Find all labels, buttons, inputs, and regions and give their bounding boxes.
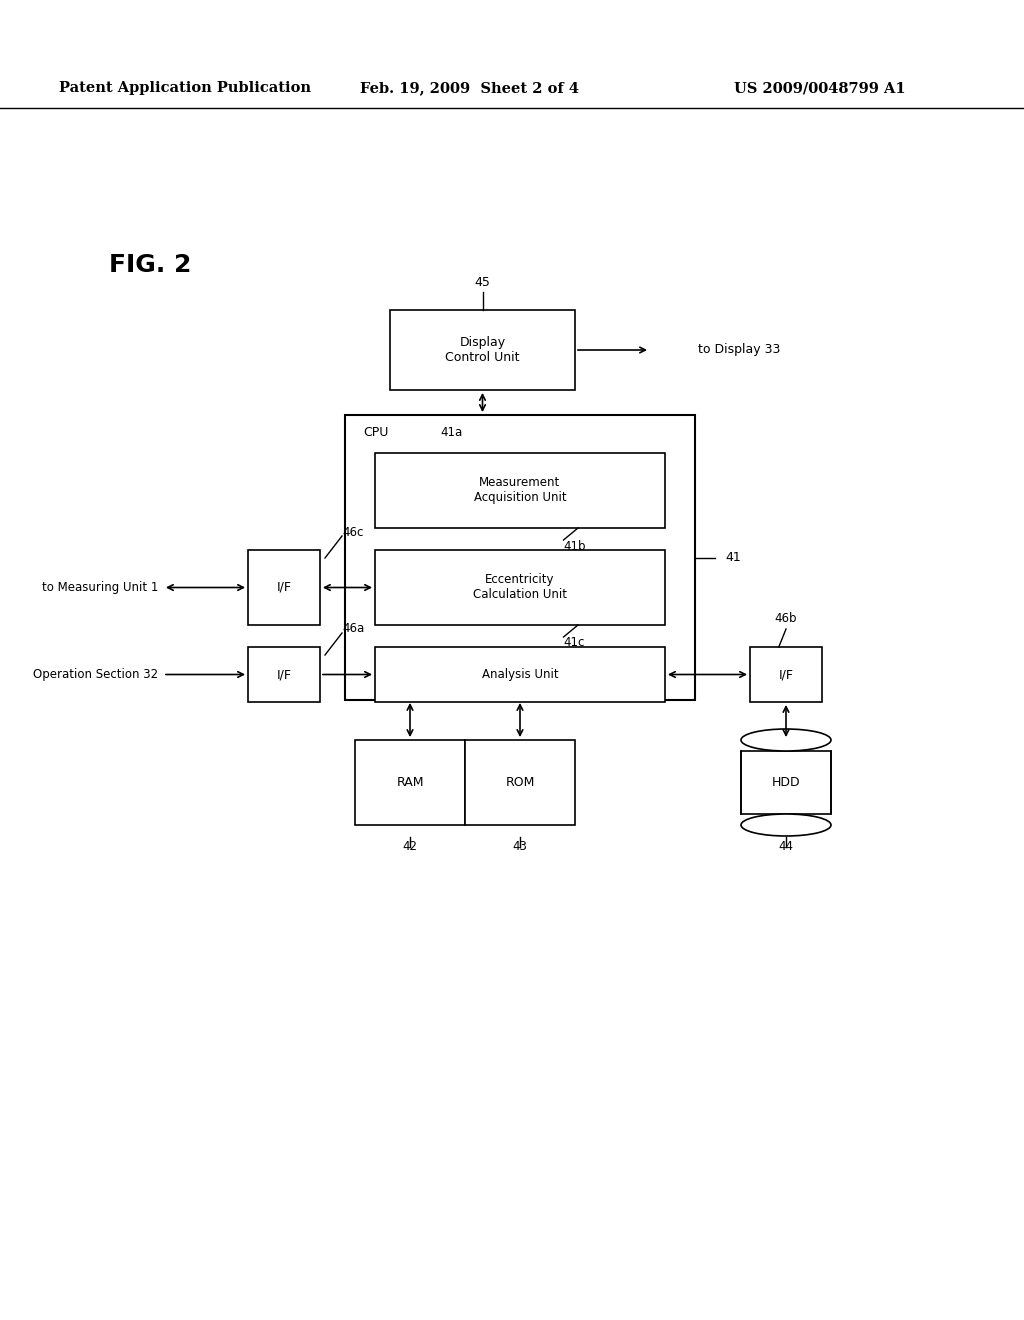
Text: HDD: HDD (772, 776, 801, 789)
Text: US 2009/0048799 A1: US 2009/0048799 A1 (734, 81, 906, 95)
Text: RAM: RAM (396, 776, 424, 789)
Text: I/F: I/F (778, 668, 794, 681)
Text: ROM: ROM (505, 776, 535, 789)
Text: FIG. 2: FIG. 2 (109, 253, 191, 277)
Ellipse shape (741, 729, 831, 751)
Bar (465, 741, 575, 825)
Bar (248, 647, 319, 702)
Bar (355, 741, 465, 825)
Text: CPU: CPU (362, 426, 388, 440)
Bar (375, 647, 665, 702)
Bar (750, 647, 822, 702)
Ellipse shape (741, 814, 831, 836)
Text: Analysis Unit: Analysis Unit (481, 668, 558, 681)
Text: 45: 45 (474, 276, 490, 289)
Text: to Display 33: to Display 33 (698, 343, 780, 356)
Bar (741, 751, 831, 814)
Text: Measurement
Acquisition Unit: Measurement Acquisition Unit (474, 477, 566, 504)
Text: 42: 42 (402, 841, 418, 854)
Text: 41b: 41b (563, 540, 586, 553)
Bar (390, 310, 575, 389)
Bar (375, 550, 665, 624)
Text: 46c: 46c (342, 525, 364, 539)
Text: 46a: 46a (342, 623, 365, 635)
Text: Patent Application Publication: Patent Application Publication (59, 81, 311, 95)
Text: I/F: I/F (276, 581, 292, 594)
Text: 41a: 41a (440, 426, 462, 440)
Text: 44: 44 (778, 841, 794, 854)
Bar (345, 414, 695, 700)
Bar (375, 453, 665, 528)
Text: to Measuring Unit 1: to Measuring Unit 1 (42, 581, 158, 594)
Text: 41c: 41c (563, 636, 585, 649)
Bar (248, 550, 319, 624)
Text: Display
Control Unit: Display Control Unit (445, 337, 520, 364)
Text: Eccentricity
Calculation Unit: Eccentricity Calculation Unit (473, 573, 567, 602)
Text: Feb. 19, 2009  Sheet 2 of 4: Feb. 19, 2009 Sheet 2 of 4 (360, 81, 580, 95)
Text: 46b: 46b (775, 612, 798, 626)
Text: 41: 41 (725, 550, 741, 564)
Text: Operation Section 32: Operation Section 32 (33, 668, 158, 681)
Text: 43: 43 (513, 841, 527, 854)
Text: I/F: I/F (276, 668, 292, 681)
